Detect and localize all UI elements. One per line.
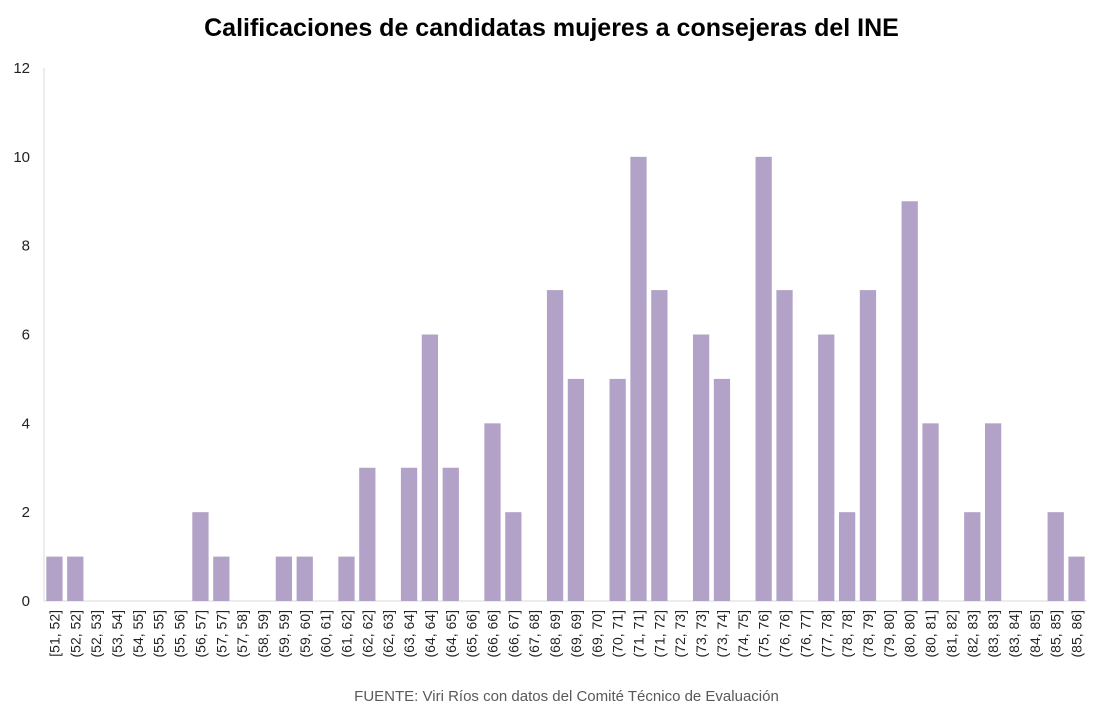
x-tick-label: (65, 66]: [464, 610, 480, 657]
bar: [609, 378, 626, 601]
x-tick-label: (61, 62]: [338, 610, 354, 657]
bar: [922, 423, 939, 601]
x-tick-label: (56, 57]: [192, 610, 208, 657]
bar: [1068, 556, 1085, 601]
x-tick-label: (74, 75]: [735, 610, 751, 657]
x-tick-label: (60, 61]: [318, 610, 334, 657]
x-tick-label: (77, 78]: [818, 610, 834, 657]
bar: [442, 467, 459, 601]
x-tick-label: (62, 63]: [380, 610, 396, 657]
x-tick-label: (72, 73]: [672, 610, 688, 657]
x-tick-label: (78, 78]: [839, 610, 855, 657]
y-tick-label: 10: [13, 149, 30, 166]
y-tick-label: 4: [22, 415, 30, 432]
x-tick-label: (59, 60]: [297, 610, 313, 657]
x-tick-label: (76, 76]: [777, 610, 793, 657]
x-tick-label: (55, 55]: [151, 610, 167, 657]
x-tick-label: (83, 83]: [985, 610, 1001, 657]
x-tick-label: (82, 83]: [964, 610, 980, 657]
x-tick-label: (52, 52]: [67, 610, 83, 657]
x-tick-label: (57, 58]: [234, 610, 250, 657]
x-tick-label: (68, 69]: [547, 610, 563, 657]
x-tick-label: (75, 76]: [756, 610, 772, 657]
bar: [546, 290, 564, 601]
x-tick-label: (84, 85]: [1027, 610, 1043, 657]
x-tick-label: (71, 71]: [631, 610, 647, 657]
chart-source-note: FUENTE: Viri Ríos con datos del Comité T…: [354, 688, 779, 705]
bar: [838, 512, 856, 601]
bar: [67, 556, 84, 601]
x-tick-label: (83, 84]: [1006, 610, 1022, 657]
x-tick-label: [51, 52]: [46, 610, 62, 657]
bar: [359, 467, 376, 601]
x-tick-label: (69, 69]: [568, 610, 584, 657]
x-tick-label: (57, 57]: [213, 610, 229, 657]
y-tick-label: 2: [22, 504, 30, 521]
x-tick-label: (62, 62]: [359, 610, 375, 657]
bar: [818, 334, 835, 601]
bar: [651, 290, 668, 601]
bar: [1047, 512, 1064, 601]
x-tick-label: (80, 80]: [902, 610, 918, 657]
y-tick-label: 0: [22, 593, 30, 610]
y-tick-label: 8: [22, 238, 30, 255]
x-tick-label: (64, 65]: [443, 610, 459, 657]
bar: [505, 512, 522, 601]
bar: [296, 556, 313, 601]
x-tick-label: (58, 59]: [255, 610, 271, 657]
bar: [46, 556, 63, 601]
x-tick-label: (69, 70]: [589, 610, 605, 657]
x-tick-label: (79, 80]: [881, 610, 897, 657]
bar: [421, 334, 439, 601]
bar: [213, 556, 230, 601]
y-tick-label: 6: [22, 327, 30, 344]
x-tick-label: (71, 72]: [651, 610, 667, 657]
x-tick-label: (85, 86]: [1069, 610, 1085, 657]
bar: [859, 290, 877, 601]
bar: [776, 290, 793, 601]
bar: [984, 423, 1002, 601]
x-tick-label: (53, 54]: [109, 610, 125, 657]
bar: [567, 378, 585, 601]
bar: [755, 156, 772, 601]
bar: [713, 378, 731, 601]
chart-title: Calificaciones de candidatas mujeres a c…: [204, 14, 899, 42]
bar: [192, 512, 209, 601]
x-tick-label: (55, 56]: [172, 610, 188, 657]
x-tick-label: (64, 64]: [422, 610, 438, 657]
x-tick-label: (85, 85]: [1048, 610, 1064, 657]
bar: [484, 423, 501, 601]
x-tick-label: (63, 64]: [401, 610, 417, 657]
x-axis-labels: [51, 52] (52, 52] (52, 53] (53, 54] (54, 55]…: [46, 610, 1084, 657]
x-tick-label: (78, 79]: [860, 610, 876, 657]
bar: [275, 556, 293, 601]
x-tick-label: (81, 82]: [943, 610, 959, 657]
bar: [901, 201, 918, 601]
x-tick-label: (66, 67]: [505, 610, 521, 657]
x-tick-label: (73, 73]: [693, 610, 709, 657]
x-tick-label: (52, 53]: [88, 610, 104, 657]
bar: [630, 156, 647, 601]
x-tick-label: (73, 74]: [714, 610, 730, 657]
x-tick-label: (54, 55]: [130, 610, 146, 657]
x-tick-label: (67, 68]: [526, 610, 542, 657]
x-tick-label: (66, 66]: [484, 610, 500, 657]
y-tick-label: 12: [13, 60, 30, 77]
x-tick-label: (59, 59]: [276, 610, 292, 657]
bar-series: [46, 156, 1085, 601]
x-tick-label: (76, 77]: [797, 610, 813, 657]
x-tick-label: (80, 81]: [923, 610, 939, 657]
bar: [400, 467, 418, 601]
bar: [692, 334, 710, 601]
bar: [964, 512, 981, 601]
y-axis-ticks: 0 2 4 6 8 10 12: [13, 60, 30, 610]
x-tick-label: (70, 71]: [610, 610, 626, 657]
bar: [338, 556, 355, 601]
